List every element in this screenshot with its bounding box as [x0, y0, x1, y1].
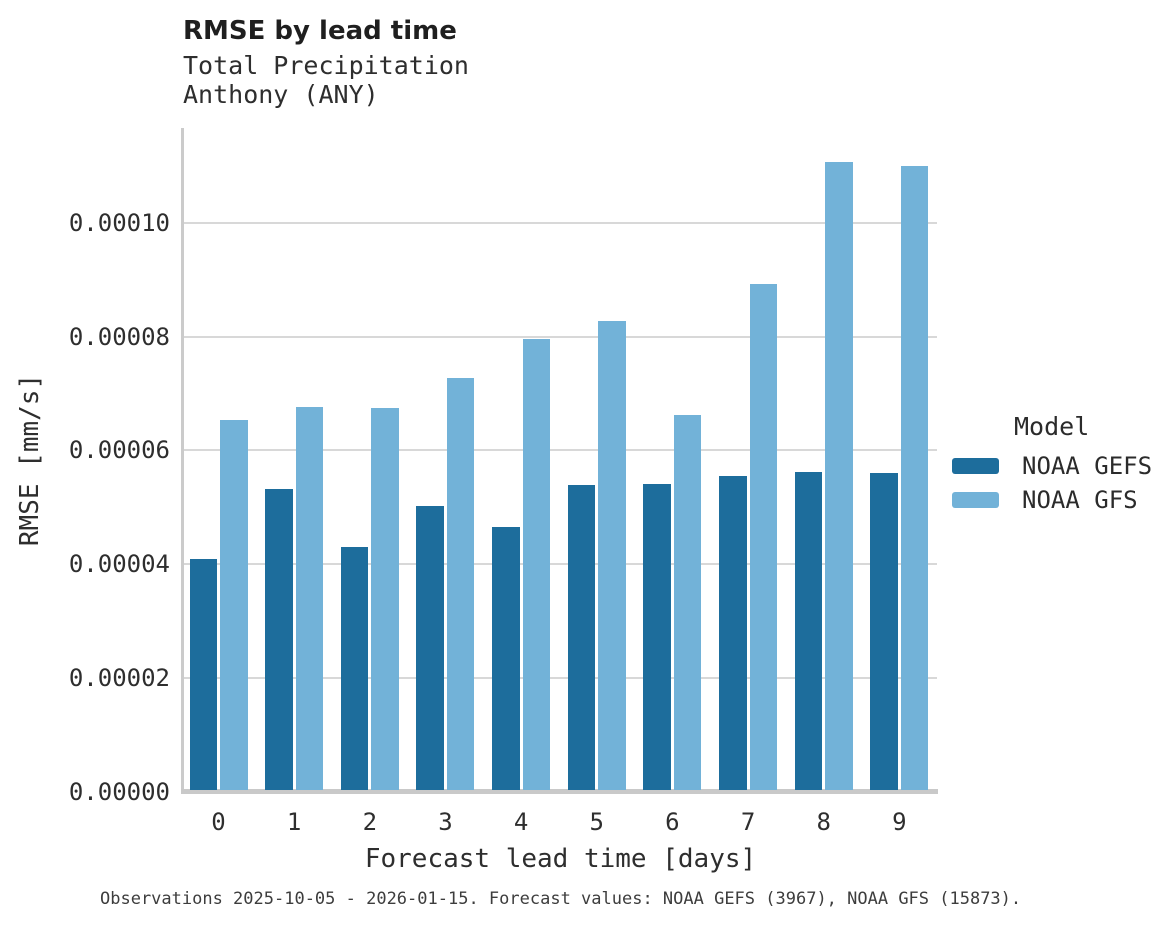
chart-subtitle-variable: Total Precipitation — [183, 51, 469, 80]
x-tick-label: 0 — [211, 808, 226, 836]
x-tick-label: 5 — [589, 808, 604, 836]
x-tick-label: 7 — [740, 808, 756, 836]
bar-noaa-gefs-lead-2 — [340, 546, 369, 790]
bar-noaa-gfs-lead-2 — [371, 407, 399, 790]
x-axis-spine — [181, 789, 938, 794]
bar-noaa-gfs-lead-5 — [598, 320, 626, 790]
chart-subtitle-location: Anthony (ANY) — [183, 80, 379, 109]
x-tick-label: 1 — [286, 808, 302, 836]
bar-noaa-gfs-lead-4 — [522, 339, 551, 790]
y-tick-label: 0.00004 — [68, 550, 170, 579]
bar-noaa-gefs-lead-9 — [870, 472, 898, 790]
legend-item-noaa-gfs: NOAA GFS — [952, 486, 1138, 514]
y-tick-label: 0.00008 — [68, 322, 170, 351]
y-tick-label: 0.00000 — [68, 778, 170, 806]
gridline — [184, 221, 937, 224]
bar-noaa-gfs-lead-3 — [446, 377, 475, 790]
plot-area: 0.00000 0.00002 0.00004 0.00006 0.00008 0.000… — [69, 128, 938, 836]
gridline — [184, 335, 937, 338]
bar-noaa-gefs-lead-8 — [794, 471, 823, 790]
bar-noaa-gfs-lead-0 — [220, 420, 248, 790]
x-tick-label: 9 — [892, 808, 907, 836]
bar-noaa-gefs-lead-4 — [492, 527, 520, 790]
legend-label: NOAA GEFS — [1022, 452, 1153, 480]
x-tick-label: 2 — [362, 808, 378, 836]
bar-noaa-gfs-lead-1 — [295, 406, 324, 790]
x-tick-label: 6 — [665, 808, 680, 836]
bar-noaa-gefs-lead-3 — [416, 506, 444, 790]
bar-noaa-gefs-lead-0 — [189, 558, 217, 790]
bar-noaa-gefs-lead-1 — [265, 488, 293, 790]
x-tick-label: 4 — [513, 808, 529, 836]
bar-noaa-gfs-lead-9 — [900, 165, 929, 790]
y-axis-spine — [181, 128, 184, 793]
x-tick-label: 8 — [816, 808, 831, 836]
legend-item-noaa-gefs: NOAA GEFS — [952, 452, 1152, 480]
gridline — [184, 677, 937, 680]
chart-title: RMSE by lead time — [183, 16, 457, 46]
x-tick-label: 3 — [438, 808, 453, 836]
legend-label: NOAA GFS — [1022, 486, 1138, 514]
y-tick-label: 0.00006 — [68, 436, 170, 465]
gridline — [184, 563, 937, 566]
y-tick-label: 0.00002 — [68, 664, 170, 693]
bar-noaa-gfs-lead-6 — [673, 415, 702, 790]
bar-noaa-gefs-lead-5 — [567, 484, 596, 790]
bar-noaa-gefs-lead-7 — [719, 475, 747, 790]
legend-title: Model — [1014, 412, 1090, 441]
x-axis-title: Forecast lead time [days] — [364, 844, 757, 874]
footer-note: Observations 2025-10-05 - 2026-01-15. Fo… — [100, 889, 1022, 909]
bar-noaa-gfs-lead-8 — [825, 162, 853, 790]
legend-swatch — [952, 492, 999, 508]
gridline — [184, 449, 937, 452]
bar-noaa-gfs-lead-7 — [749, 283, 778, 790]
legend-swatch — [952, 458, 999, 474]
y-tick-label: 0.00010 — [68, 208, 170, 237]
bar-noaa-gefs-lead-6 — [643, 484, 671, 790]
